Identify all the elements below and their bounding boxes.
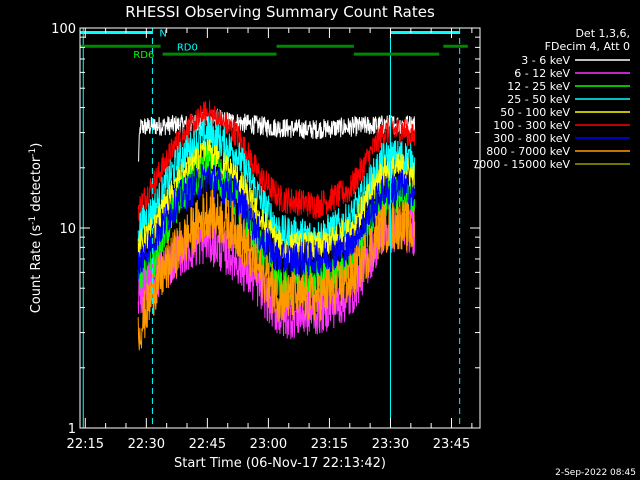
y-axis-label-sup1: -1 <box>28 216 38 225</box>
rd0-flag-label: RD0 <box>177 42 198 53</box>
footer-date: 2-Sep-2022 08:45 <box>555 468 636 478</box>
legend-entry-6: 300 - 800 keV <box>493 132 570 145</box>
y-tick-label-1: 10 <box>59 222 76 237</box>
legend-entry-8: 7000 - 15000 keV <box>472 158 570 171</box>
chart-title: RHESSI Observing Summary Count Rates <box>125 3 435 21</box>
legend-header-line1: Det 1,3,6, <box>575 27 630 40</box>
legend-entry-2: 12 - 25 keV <box>507 80 570 93</box>
x-tick-label-6: 23:45 <box>433 437 470 452</box>
series-line-6 <box>137 164 416 282</box>
y-axis-label-main: Count Rate (s <box>29 225 44 314</box>
x-tick-label-0: 22:15 <box>67 437 104 452</box>
series-layer <box>137 100 416 351</box>
y-axis-label: Count Rate (s-1 detector-1) <box>28 143 44 314</box>
legend-entry-3: 25 - 50 keV <box>507 93 570 106</box>
series-line-5 <box>137 100 416 221</box>
series-line-1 <box>137 207 416 340</box>
y-axis-ticks: 1 10 100 <box>51 22 480 437</box>
y-axis-label-sup2: -1 <box>28 148 38 157</box>
legend-entry-7: 800 - 7000 keV <box>486 145 570 158</box>
x-axis-label: Start Time (06-Nov-17 22:13:42) <box>174 456 386 471</box>
x-tick-label-1: 22:30 <box>128 437 165 452</box>
series-line-0 <box>137 108 416 163</box>
series-line-3 <box>137 116 416 255</box>
y-tick-label-2: 100 <box>51 22 76 37</box>
legend-entry-1: 6 - 12 keV <box>514 67 570 80</box>
x-tick-label-5: 23:30 <box>372 437 409 452</box>
y-axis-label-mid: detector <box>29 156 44 216</box>
night-flag-label: N <box>159 28 166 39</box>
rd6-flag-label: RD6 <box>133 50 154 61</box>
x-tick-label-3: 23:00 <box>250 437 287 452</box>
y-axis-label-end: ) <box>29 143 44 148</box>
legend-entry-5: 100 - 300 keV <box>493 119 570 132</box>
x-axis-ticks: 22:15 22:30 22:45 23:00 23:15 23:30 23:45 <box>67 28 473 452</box>
x-tick-label-4: 23:15 <box>311 437 348 452</box>
series-line-4 <box>137 138 416 264</box>
legend-entry-0: 3 - 6 keV <box>521 54 570 67</box>
legend-header-line2: FDecim 4, Att 0 <box>545 40 630 53</box>
y-tick-label-0: 1 <box>68 422 76 437</box>
legend-entry-4: 50 - 100 keV <box>500 106 570 119</box>
x-tick-label-2: 22:45 <box>189 437 226 452</box>
series-line-7 <box>137 189 416 351</box>
status-flags: N RD0 RD6 <box>80 28 468 61</box>
